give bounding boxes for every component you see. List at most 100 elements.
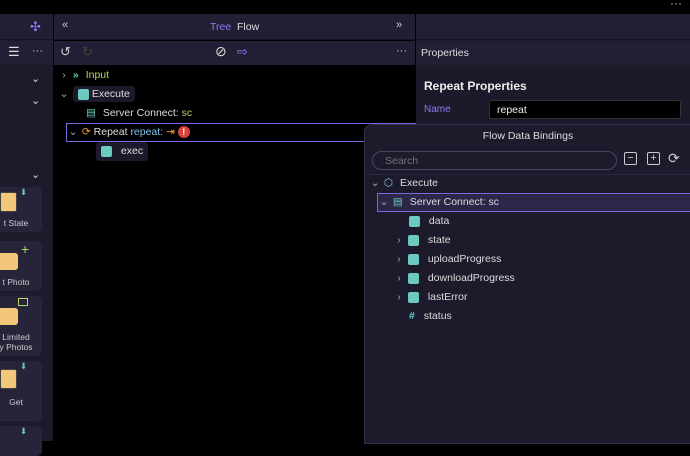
binding-label: Server Connect: sc [409, 196, 500, 208]
error-icon[interactable]: ! [177, 126, 190, 139]
card-take-photo[interactable]: + t Photo [0, 241, 42, 291]
chevron-right-icon[interactable]: › [62, 69, 66, 81]
properties-title: Properties [416, 41, 690, 65]
cube-icon [407, 272, 419, 284]
database-icon: ▤ [86, 107, 96, 119]
binding-label: Execute [400, 177, 438, 189]
card-label: t Photo [2, 277, 30, 287]
camera-icon [0, 253, 18, 270]
components-icon[interactable]: ✣ [30, 19, 41, 34]
chevron-right-icon[interactable]: › [397, 272, 401, 284]
tree-item-server-connect[interactable]: ▤ Server Connect: sc [86, 104, 192, 123]
center-header: « Tree Flow » [54, 14, 415, 40]
cube-icon [407, 234, 419, 246]
tree-label: Repeat [93, 126, 128, 138]
card-label: t State [3, 218, 29, 228]
more-icon[interactable]: ··· [670, 0, 682, 10]
download-icon: ⬇ [20, 187, 28, 197]
card-limited-photos[interactable]: Limited y Photos [0, 296, 42, 356]
center-panel: « Tree Flow » ↺ ↻ ⊘ ⇨ ··· › » Input ⌄ Ex… [54, 14, 426, 441]
flow-data-bindings-popup: Flow Data Bindings − + ⟳ ⌄ ⬡ Execute ⌄ ▤… [364, 124, 690, 444]
binding-label: status [423, 310, 452, 322]
binding-upload-progress[interactable]: › uploadProgress [393, 250, 501, 269]
chevron-right-icon[interactable]: › [397, 291, 401, 303]
sidebar: ✣ ☰ ··· ⌄ ⌄ ⌄ ⬇ t State + t Photo Limited … [0, 14, 53, 456]
tree-item-exec[interactable]: exec [96, 142, 149, 161]
search-input[interactable] [372, 151, 617, 170]
sidebar-header: ✣ [0, 14, 53, 40]
more-icon[interactable]: ··· [32, 45, 43, 57]
more-icon[interactable]: ··· [396, 45, 407, 57]
binding-label: state [427, 234, 451, 246]
cube-icon [409, 215, 420, 227]
name-input[interactable] [489, 100, 681, 119]
cube-icon [77, 88, 89, 100]
binding-label: downloadProgress [427, 272, 515, 284]
binding-last-error[interactable]: › lastError [393, 288, 468, 307]
camera-icon [0, 308, 18, 325]
cube-icon [407, 291, 419, 303]
collapse-right-icon[interactable]: » [396, 19, 403, 31]
tree-label: Execute [91, 88, 130, 100]
disable-icon[interactable]: ⊘ [215, 43, 227, 59]
redo-icon[interactable]: ↻ [82, 44, 93, 59]
cube-icon [407, 253, 419, 265]
database-icon: ▤ [392, 196, 403, 208]
cube-outline-icon: ⬡ [383, 177, 394, 189]
collapse-all-icon[interactable]: − [624, 152, 637, 165]
tree-label: exec [120, 145, 144, 157]
top-bar: ··· [0, 0, 690, 14]
cube-icon [101, 145, 112, 157]
undo-icon[interactable]: ↺ [60, 44, 71, 59]
binding-server-connect[interactable]: ⌄ ▤ Server Connect: sc [377, 193, 690, 212]
list-icon[interactable]: ☰ [8, 44, 20, 59]
center-toolbar: ↺ ↻ ⊘ ⇨ ··· [54, 41, 415, 65]
device-icon [0, 192, 17, 212]
card-set-state[interactable]: ⬇ t State [0, 187, 42, 232]
download-icon: ⬇ [20, 361, 28, 371]
tree-item-repeat[interactable]: ⌄ ⟳ Repeat repeat: ⇥ ! [66, 123, 426, 142]
chevron-down-icon[interactable]: ⌄ [31, 73, 41, 85]
expand-all-icon[interactable]: + [647, 152, 660, 165]
tree-label: Input [85, 69, 110, 81]
tree-suffix: repeat: [130, 126, 164, 138]
card[interactable]: ⬇ [0, 426, 42, 456]
popup-title: Flow Data Bindings [482, 130, 574, 142]
card-label: Limited y Photos [0, 332, 33, 352]
chevron-right-icon[interactable]: › [397, 234, 401, 246]
tree-label: Server Connect: [102, 107, 179, 119]
repeat-icon: ⟳ [81, 126, 91, 138]
chevron-down-icon[interactable]: ⌄ [59, 88, 69, 100]
refresh-icon[interactable]: ⟳ [668, 150, 680, 166]
chevron-down-icon[interactable]: ⌄ [370, 177, 380, 189]
binding-execute[interactable]: ⌄ ⬡ Execute [369, 174, 438, 193]
sidebar-toolbar: ☰ ··· [0, 41, 53, 65]
tab-flow[interactable]: Flow [237, 21, 260, 33]
plus-icon: + [21, 241, 30, 257]
binding-download-progress[interactable]: › downloadProgress [393, 269, 515, 288]
output-icon: ⇥ [166, 126, 175, 138]
binding-state[interactable]: › state [393, 231, 451, 250]
collapse-left-icon[interactable]: « [62, 19, 69, 31]
tree-item-execute[interactable]: ⌄ Execute [58, 85, 135, 104]
tab-tree[interactable]: Tree [210, 21, 232, 33]
card-get[interactable]: ⬇ Get [0, 361, 42, 421]
chevron-down-icon[interactable]: ⌄ [379, 196, 389, 208]
chevron-right-icon[interactable]: › [397, 253, 401, 265]
card-label: Get [9, 397, 23, 407]
section-title: Repeat Properties [424, 79, 527, 93]
binding-status[interactable]: # status [409, 307, 452, 326]
chevron-down-icon[interactable]: ⌄ [31, 169, 41, 181]
tree-suffix: sc [181, 107, 193, 119]
chevron-down-icon[interactable]: ⌄ [68, 126, 78, 138]
tree-item-input[interactable]: › » Input [58, 66, 109, 85]
download-icon: ⬇ [20, 426, 28, 436]
chevron-down-icon[interactable]: ⌄ [31, 95, 41, 107]
name-label: Name [424, 104, 451, 115]
hash-icon: # [409, 310, 415, 322]
device-icon [0, 369, 17, 389]
binding-data[interactable]: data [409, 212, 449, 231]
binding-label: lastError [427, 291, 468, 303]
properties-header [416, 14, 690, 40]
export-icon[interactable]: ⇨ [237, 44, 248, 59]
